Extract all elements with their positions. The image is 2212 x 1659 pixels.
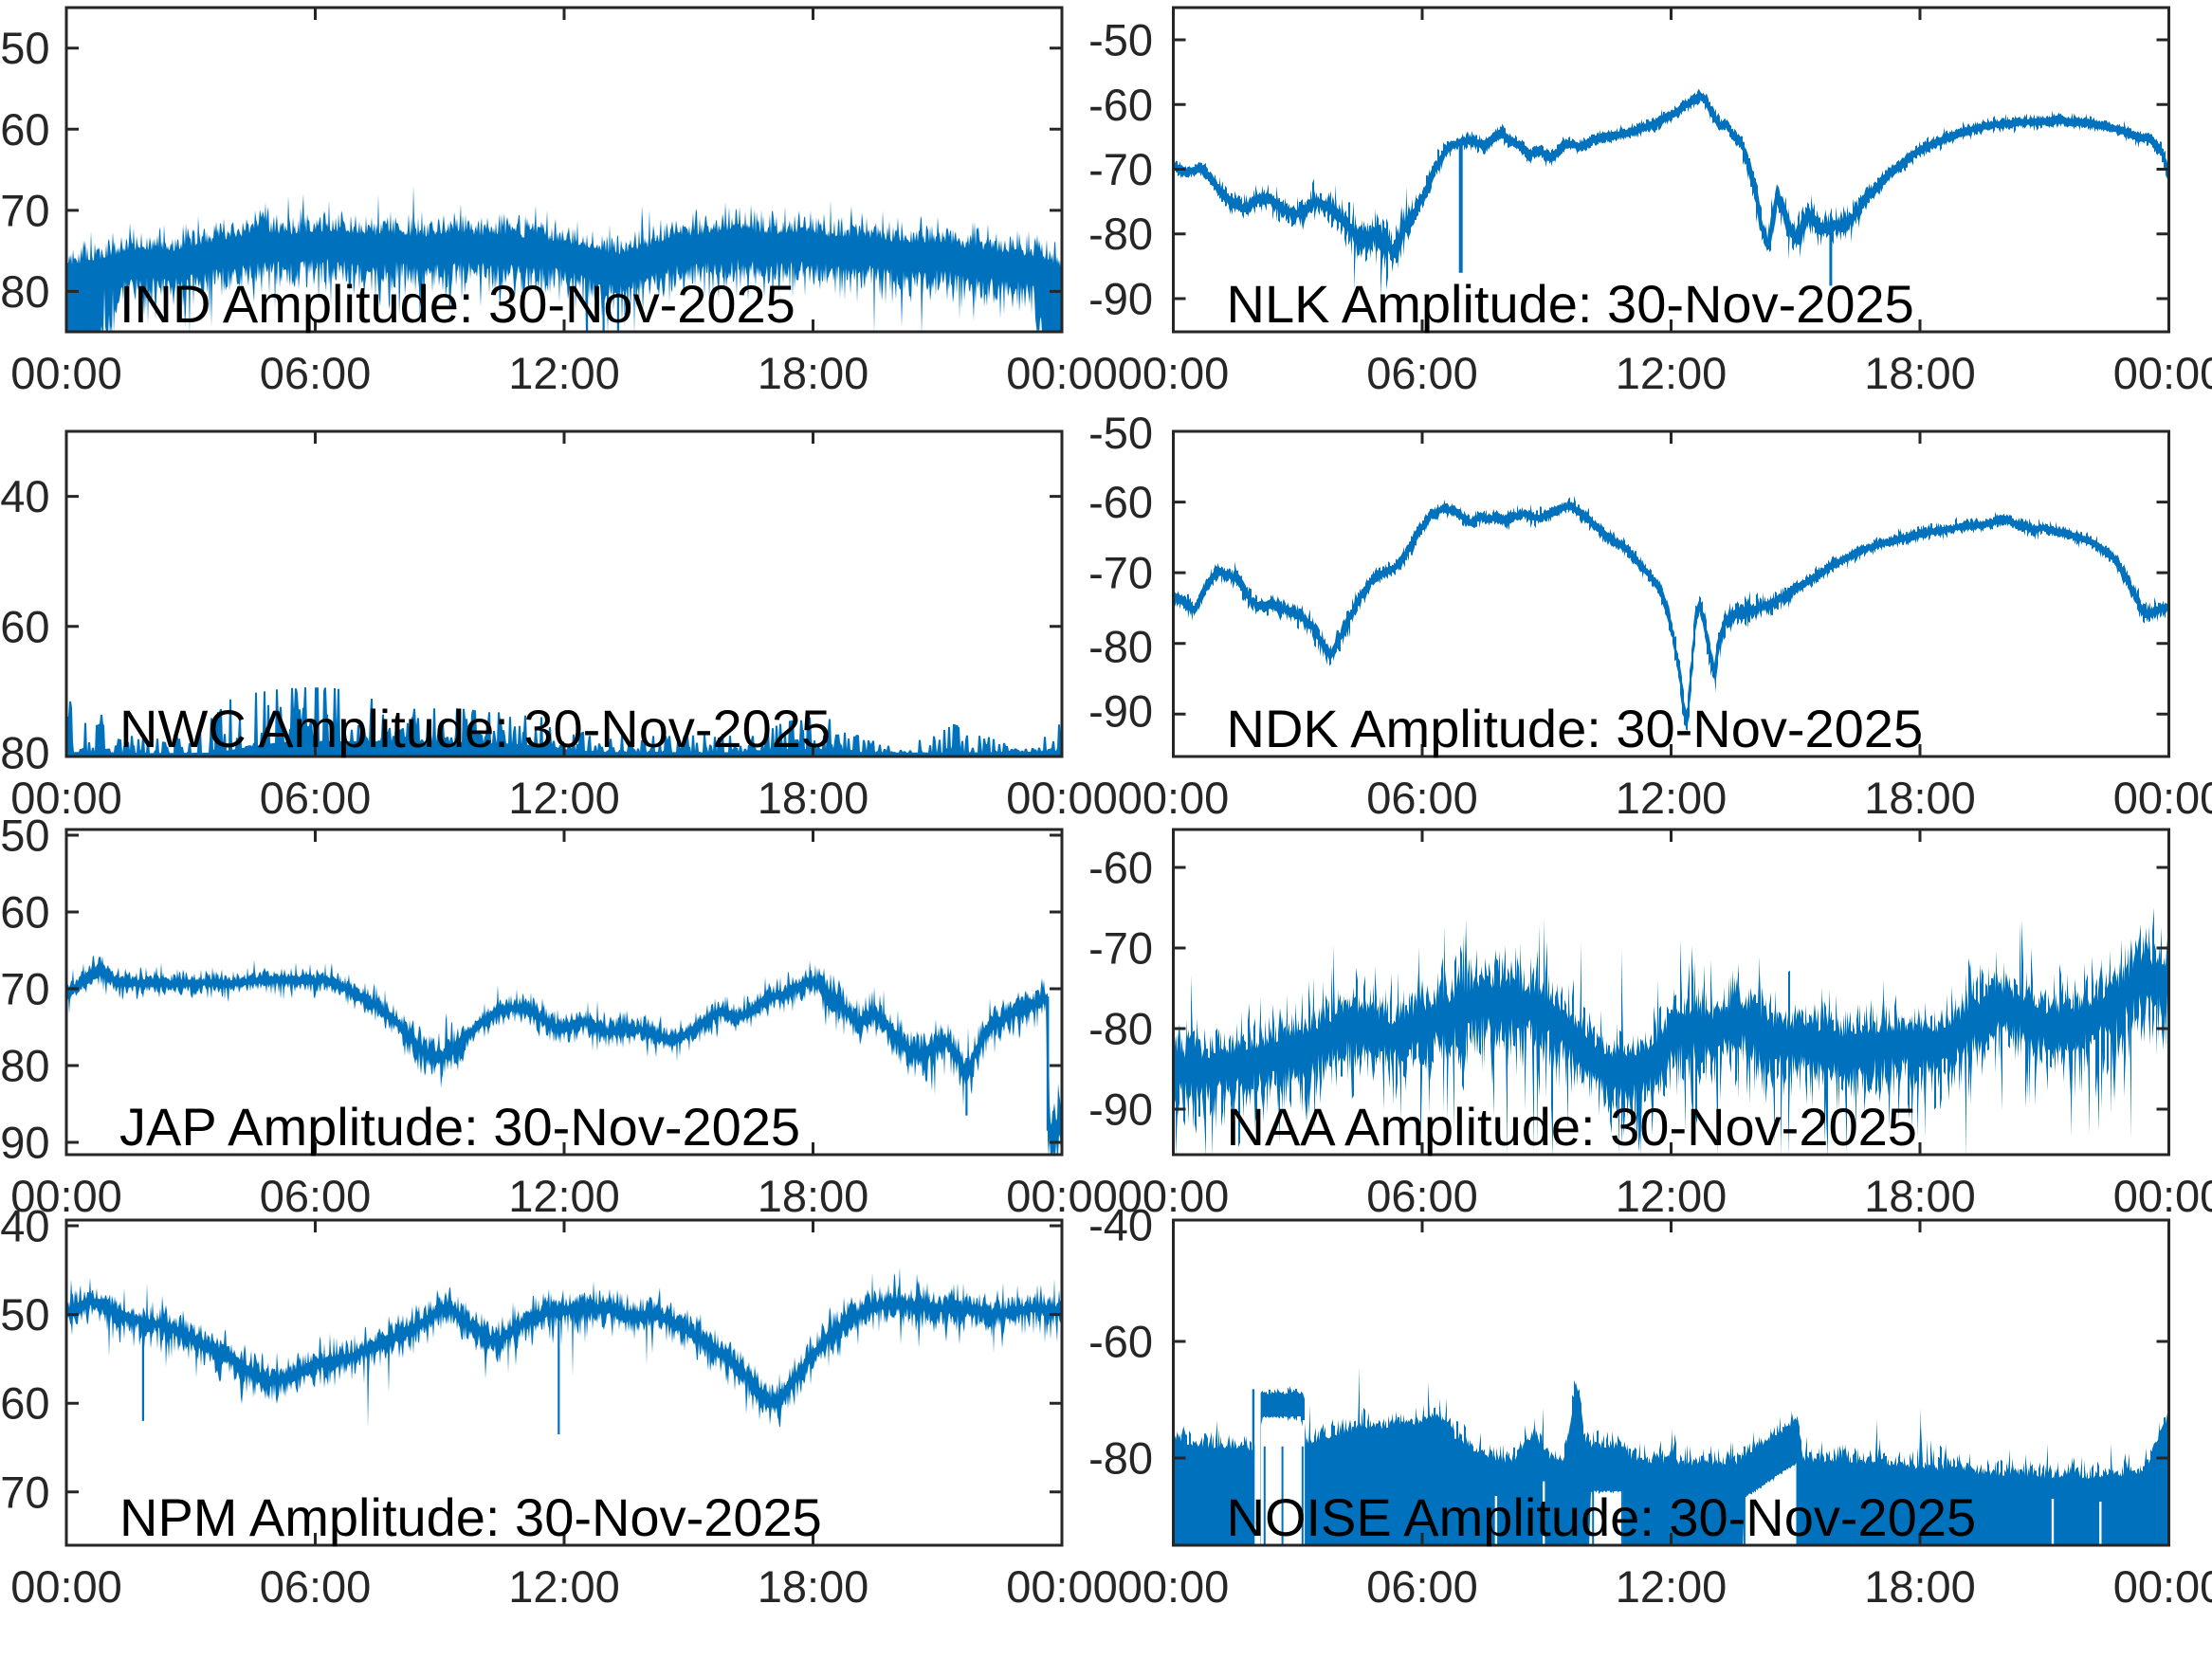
svg-text:12:00: 12:00 <box>1616 773 1728 823</box>
svg-text:-40: -40 <box>1088 1200 1153 1250</box>
svg-text:-80: -80 <box>1088 209 1153 259</box>
svg-text:-60: -60 <box>1088 80 1153 130</box>
svg-text:NPM Amplitude: 30-Nov-2025: NPM Amplitude: 30-Nov-2025 <box>119 1487 822 1547</box>
svg-text:-50: -50 <box>1088 408 1153 458</box>
svg-text:-60: -60 <box>1088 843 1153 893</box>
svg-text:-90: -90 <box>1088 1085 1153 1135</box>
svg-text:00:00: 00:00 <box>1118 348 1230 398</box>
svg-text:00:00: 00:00 <box>10 773 122 823</box>
svg-text:00:00: 00:00 <box>1006 348 1118 398</box>
svg-text:-70: -70 <box>0 964 50 1014</box>
svg-text:-90: -90 <box>1088 274 1153 324</box>
svg-text:12:00: 12:00 <box>1616 1171 1728 1221</box>
svg-text:-60: -60 <box>1088 477 1153 527</box>
svg-text:-70: -70 <box>0 185 50 235</box>
svg-text:-70: -70 <box>0 1467 50 1517</box>
svg-text:IND Amplitude: 30-Nov-2025: IND Amplitude: 30-Nov-2025 <box>119 274 795 334</box>
svg-text:00:00: 00:00 <box>2113 1171 2212 1221</box>
svg-text:00:00: 00:00 <box>10 348 122 398</box>
svg-text:18:00: 18:00 <box>758 773 869 823</box>
svg-text:06:00: 06:00 <box>260 773 372 823</box>
svg-text:18:00: 18:00 <box>1864 1171 1976 1221</box>
svg-text:JAP Amplitude: 30-Nov-2025: JAP Amplitude: 30-Nov-2025 <box>119 1097 800 1157</box>
svg-text:00:00: 00:00 <box>2113 1561 2212 1612</box>
svg-text:00:00: 00:00 <box>1006 1561 1118 1612</box>
svg-text:-70: -70 <box>1088 548 1153 598</box>
svg-text:06:00: 06:00 <box>260 1561 372 1612</box>
svg-text:NLK Amplitude: 30-Nov-2025: NLK Amplitude: 30-Nov-2025 <box>1227 274 1914 334</box>
svg-text:-50: -50 <box>0 1289 50 1340</box>
svg-text:NOISE Amplitude: 30-Nov-2025: NOISE Amplitude: 30-Nov-2025 <box>1227 1487 1977 1547</box>
svg-text:00:00: 00:00 <box>10 1171 122 1221</box>
svg-text:06:00: 06:00 <box>1366 1561 1478 1612</box>
svg-text:12:00: 12:00 <box>508 1171 620 1221</box>
svg-text:00:00: 00:00 <box>2113 348 2212 398</box>
svg-text:-50: -50 <box>0 23 50 73</box>
svg-text:-60: -60 <box>0 887 50 938</box>
svg-text:00:00: 00:00 <box>1006 773 1118 823</box>
svg-text:-50: -50 <box>0 811 50 861</box>
svg-text:18:00: 18:00 <box>1864 773 1976 823</box>
svg-text:-40: -40 <box>0 471 50 521</box>
svg-text:-70: -70 <box>1088 923 1153 974</box>
svg-text:06:00: 06:00 <box>1366 1171 1478 1221</box>
svg-text:00:00: 00:00 <box>10 1561 122 1612</box>
svg-text:-80: -80 <box>0 728 50 778</box>
svg-text:18:00: 18:00 <box>1864 1561 1976 1612</box>
svg-text:-90: -90 <box>0 1118 50 1168</box>
svg-text:-80: -80 <box>1088 1004 1153 1054</box>
svg-text:06:00: 06:00 <box>1366 773 1478 823</box>
svg-text:-80: -80 <box>0 266 50 317</box>
svg-text:06:00: 06:00 <box>1366 348 1478 398</box>
svg-text:-80: -80 <box>1088 622 1153 672</box>
svg-text:18:00: 18:00 <box>1864 348 1976 398</box>
svg-text:00:00: 00:00 <box>1118 1171 1230 1221</box>
svg-text:12:00: 12:00 <box>1616 348 1728 398</box>
svg-text:18:00: 18:00 <box>758 1561 869 1612</box>
svg-text:12:00: 12:00 <box>508 1561 620 1612</box>
svg-text:-40: -40 <box>0 1201 50 1251</box>
svg-text:-70: -70 <box>1088 144 1153 194</box>
svg-text:-50: -50 <box>1088 15 1153 65</box>
svg-text:-80: -80 <box>0 1041 50 1091</box>
svg-text:06:00: 06:00 <box>260 1171 372 1221</box>
svg-text:-80: -80 <box>1088 1433 1153 1484</box>
svg-text:-90: -90 <box>1088 686 1153 737</box>
svg-text:06:00: 06:00 <box>260 348 372 398</box>
svg-text:NDK Amplitude: 30-Nov-2025: NDK Amplitude: 30-Nov-2025 <box>1227 699 1924 758</box>
svg-text:-60: -60 <box>1088 1317 1153 1367</box>
svg-text:12:00: 12:00 <box>508 773 620 823</box>
svg-text:NWC Amplitude: 30-Nov-2025: NWC Amplitude: 30-Nov-2025 <box>119 699 831 758</box>
svg-text:-60: -60 <box>0 104 50 155</box>
svg-text:18:00: 18:00 <box>758 348 869 398</box>
svg-text:00:00: 00:00 <box>1118 1561 1230 1612</box>
svg-text:00:00: 00:00 <box>1118 773 1230 823</box>
svg-text:18:00: 18:00 <box>758 1171 869 1221</box>
svg-text:NAA Amplitude: 30-Nov-2025: NAA Amplitude: 30-Nov-2025 <box>1227 1097 1917 1157</box>
svg-text:-60: -60 <box>0 601 50 651</box>
svg-text:00:00: 00:00 <box>2113 773 2212 823</box>
svg-text:00:00: 00:00 <box>1006 1171 1118 1221</box>
svg-text:12:00: 12:00 <box>1616 1561 1728 1612</box>
svg-text:-60: -60 <box>0 1378 50 1429</box>
svg-text:12:00: 12:00 <box>508 348 620 398</box>
